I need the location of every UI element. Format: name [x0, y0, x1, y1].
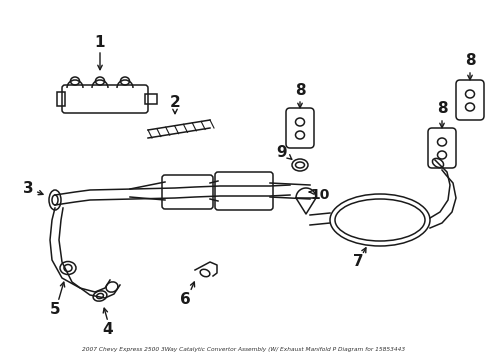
Text: 6: 6 [179, 292, 190, 307]
Text: 8: 8 [436, 100, 447, 116]
Text: 1: 1 [95, 35, 105, 50]
Text: 8: 8 [464, 53, 474, 68]
Text: 8: 8 [294, 82, 305, 98]
Text: 2007 Chevy Express 2500 3Way Catalytic Convertor Assembly (W/ Exhaust Manifold P: 2007 Chevy Express 2500 3Way Catalytic C… [82, 347, 405, 352]
Text: 3: 3 [22, 180, 33, 195]
Text: 9: 9 [276, 144, 287, 159]
Text: 5: 5 [50, 302, 60, 318]
Text: 10: 10 [310, 188, 329, 202]
Text: 4: 4 [102, 323, 113, 338]
Text: 2: 2 [169, 95, 180, 109]
Text: 7: 7 [352, 255, 363, 270]
